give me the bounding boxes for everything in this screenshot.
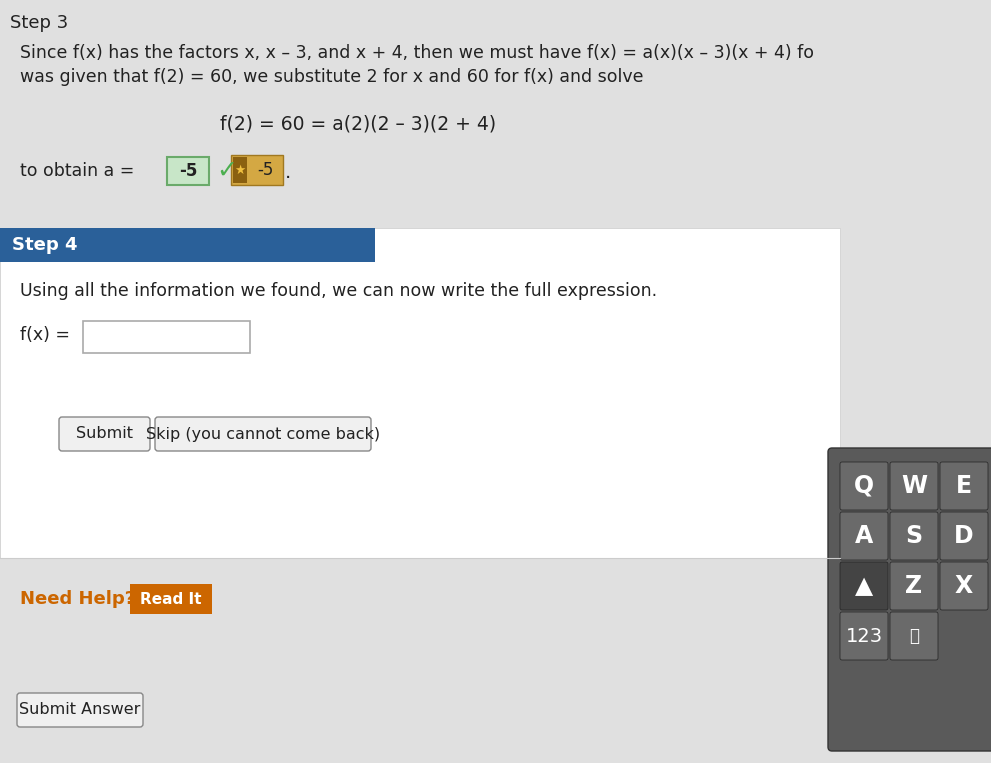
Text: Submit: Submit xyxy=(76,427,133,442)
Text: Skip (you cannot come back): Skip (you cannot come back) xyxy=(146,427,381,442)
FancyBboxPatch shape xyxy=(233,157,247,183)
FancyBboxPatch shape xyxy=(840,462,888,510)
Text: W: W xyxy=(901,474,927,498)
Text: Z: Z xyxy=(906,574,923,598)
Text: 🎤: 🎤 xyxy=(909,627,919,645)
Text: ▲: ▲ xyxy=(855,574,873,598)
Text: 123: 123 xyxy=(845,626,883,645)
FancyBboxPatch shape xyxy=(17,693,143,727)
Text: Need Help?: Need Help? xyxy=(20,590,135,608)
Text: Q: Q xyxy=(854,474,874,498)
Text: was given that f(2) = 60, we substitute 2 for x and 60 for f(x) and solve: was given that f(2) = 60, we substitute … xyxy=(20,68,643,86)
Text: -5: -5 xyxy=(257,161,274,179)
FancyBboxPatch shape xyxy=(130,584,212,614)
Text: S: S xyxy=(906,524,923,548)
Text: E: E xyxy=(956,474,972,498)
Text: Step 4: Step 4 xyxy=(12,236,77,254)
FancyBboxPatch shape xyxy=(828,448,991,751)
Text: to obtain a =: to obtain a = xyxy=(20,162,140,180)
FancyBboxPatch shape xyxy=(890,512,938,560)
FancyBboxPatch shape xyxy=(0,228,375,262)
FancyBboxPatch shape xyxy=(890,462,938,510)
Text: Since f(x) has the factors x, x – 3, and x + 4, then we must have f(x) = a(x)(x : Since f(x) has the factors x, x – 3, and… xyxy=(20,44,814,62)
FancyBboxPatch shape xyxy=(0,228,840,558)
Text: .: . xyxy=(285,163,291,182)
FancyBboxPatch shape xyxy=(890,562,938,610)
FancyBboxPatch shape xyxy=(940,462,988,510)
FancyBboxPatch shape xyxy=(840,562,888,610)
Text: ✓: ✓ xyxy=(216,159,237,183)
FancyBboxPatch shape xyxy=(890,612,938,660)
FancyBboxPatch shape xyxy=(840,612,888,660)
Text: -5: -5 xyxy=(178,162,197,180)
FancyBboxPatch shape xyxy=(83,321,250,353)
Text: A: A xyxy=(855,524,873,548)
FancyBboxPatch shape xyxy=(59,417,150,451)
Text: Step 3: Step 3 xyxy=(10,14,68,32)
FancyBboxPatch shape xyxy=(167,157,209,185)
Text: f(x) =: f(x) = xyxy=(20,326,70,344)
Text: f(2) = 60 = a(2)(2 – 3)(2 + 4): f(2) = 60 = a(2)(2 – 3)(2 + 4) xyxy=(220,115,496,134)
FancyBboxPatch shape xyxy=(940,562,988,610)
FancyBboxPatch shape xyxy=(940,512,988,560)
Text: Using all the information we found, we can now write the full expression.: Using all the information we found, we c… xyxy=(20,282,657,300)
FancyBboxPatch shape xyxy=(155,417,371,451)
Text: ★: ★ xyxy=(235,163,246,176)
Text: D: D xyxy=(954,524,974,548)
FancyBboxPatch shape xyxy=(840,512,888,560)
Text: X: X xyxy=(955,574,973,598)
FancyBboxPatch shape xyxy=(231,155,283,185)
Text: Submit Answer: Submit Answer xyxy=(19,703,141,717)
Text: Read It: Read It xyxy=(141,591,202,607)
